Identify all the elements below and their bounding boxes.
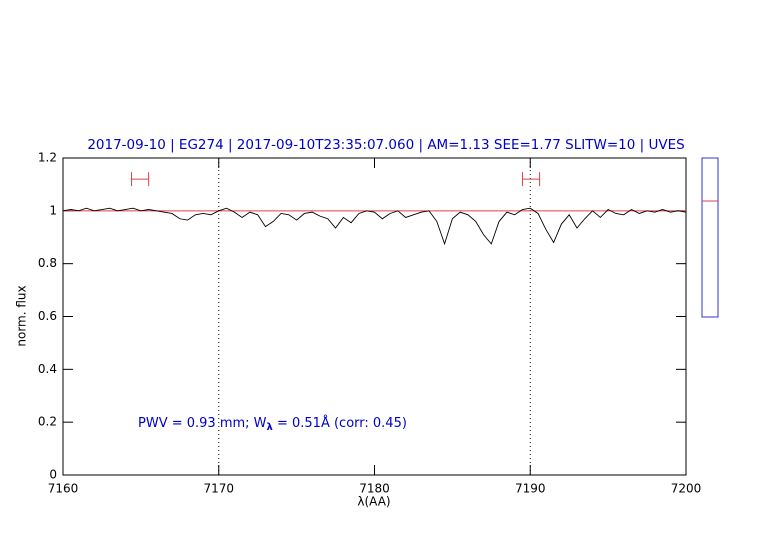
x-tick-label: 7180 (359, 482, 390, 496)
annotation-part: = 0.51Å (corr: 0.45) (273, 415, 407, 431)
chart-title: 2017-09-10 | EG274 | 2017-09-10T23:35:07… (87, 137, 684, 153)
x-tick-label: 7200 (671, 482, 702, 496)
y-tick-label: 0.6 (38, 309, 57, 323)
annotation-part: PWV = 0.93 mm; W (138, 416, 267, 431)
y-axis-label: norm. flux (15, 285, 29, 346)
y-tick-label: 0 (49, 468, 57, 482)
y-tick-label: 1.2 (38, 151, 57, 165)
side-panel (701, 157, 719, 318)
annotation-subscript: λ (267, 422, 274, 433)
y-tick-label: 1 (49, 203, 57, 217)
y-tick-label: 0.4 (38, 362, 57, 376)
y-tick-label: 0.8 (38, 256, 57, 270)
x-tick-label: 7190 (515, 482, 546, 496)
x-axis-label: λ(AA) (357, 495, 390, 509)
spectrum-line (62, 207, 687, 246)
annotation: PWV = 0.93 mm; Wλ = 0.51Å (corr: 0.45) (138, 415, 407, 434)
x-tick-label: 7170 (203, 482, 234, 496)
y-tick-label: 0.2 (38, 415, 57, 429)
x-tick-label: 7160 (48, 482, 79, 496)
